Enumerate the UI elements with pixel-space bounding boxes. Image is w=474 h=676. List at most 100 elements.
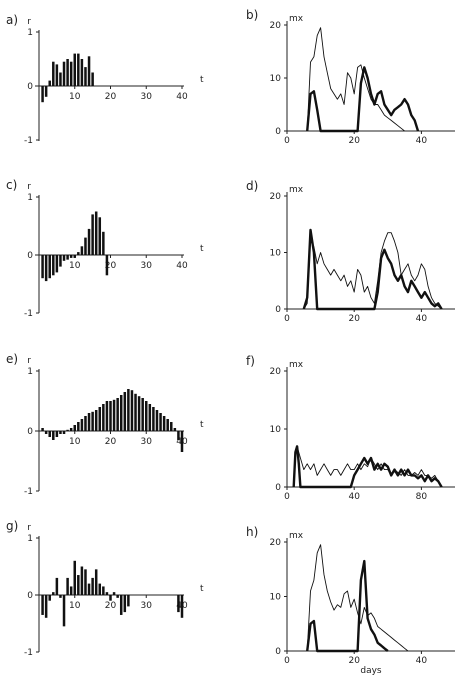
panel-a-xtick-label: 20 [105,92,117,102]
panel-e-bar [152,407,155,431]
panel-b-label: b) [246,8,258,22]
panel-g-bar [91,577,94,595]
panel-a-bar [84,67,87,86]
panel-h-ylabel: mx [289,531,304,541]
panel-c-ytick-label: 0 [27,251,33,261]
panel-d-xtick-label: 20 [348,314,360,324]
panel-c-bar [91,214,94,255]
panel-c-bar [59,255,62,267]
panel-h-series-bold-line [306,559,389,653]
panel-g-bar [109,595,112,601]
panel-f-ytick-label: 0 [275,483,281,493]
panel-e-bar [130,390,134,431]
panel-c-bar [66,255,69,260]
panel-f-xtick-label: 40 [348,492,360,502]
panel-g-bar [123,595,127,613]
panel-d-series-thin-line [303,232,442,310]
panel-e-bar [170,422,173,431]
panel-a-label: a) [6,13,18,27]
panel-d-xtick-label: 0 [284,314,290,324]
panel-e-bar [137,396,141,431]
panel-a-bar [77,53,80,86]
panel-e-bar [91,411,94,431]
panel-d-xtick-label: 40 [416,314,428,324]
panel-c-ylabel: r [27,182,31,192]
panel-d-ylabel: mx [289,185,304,195]
panel-a-bar [62,61,66,86]
panel-c-bar [94,211,98,255]
panel-e-bar [66,429,69,431]
panel-c-bar [105,255,109,276]
panel-c-xtick-label: 10 [69,261,81,271]
panel-a-ytick-label: 1 [27,28,33,38]
panel-a-xlabel: t [200,75,204,85]
panel-d-series-bold-line [302,228,443,311]
panel-g-bar [73,560,77,595]
panel-g-xtick-label: 20 [105,601,117,611]
panel-e-bar [98,407,102,431]
panel-e-bar [59,431,62,434]
panel-e-bar [177,431,180,440]
panel-c-bar [52,255,55,276]
panel-f-xtick-label: 0 [284,492,290,502]
panel-g-bar [77,575,80,595]
panel-e-bar [119,395,123,431]
panel-g-bar [102,586,105,595]
panel-c-bar [55,255,59,273]
panel-e-xtick-label: 10 [69,437,81,447]
panel-h-xtick-label: 20 [348,656,360,666]
panel-a-bar [73,53,77,86]
panel-g-label: g) [6,519,18,533]
panel-c-bar [73,255,77,258]
panel-h-xlabel: days [360,666,382,676]
panel-a-xtick-label: 40 [176,92,188,102]
panel-g-bar [69,586,73,595]
panel-g-bar [87,583,91,595]
panel-e-bar [94,410,98,431]
panel-c-bar [80,246,84,255]
panel-b-ytick-label: 10 [270,74,282,84]
panel-a-bar [41,86,44,103]
panel-a-ylabel: r [27,17,31,27]
panel-h-ytick-label: 10 [270,593,282,603]
panel-e-bar [77,422,80,431]
panel-a-bar [59,72,62,86]
panel-e-bar [102,404,105,431]
panel-g-bar [41,595,44,615]
panel-c-bar [41,255,44,279]
panel-e-xtick-label: 20 [105,437,117,447]
panel-e-bar [148,404,152,431]
panel-e-bar [123,392,127,431]
panel-g-bar [48,595,51,601]
panel-c-ytick-label: 1 [27,193,33,203]
panel-f-xtick-label: 80 [416,492,428,502]
panel-e-xtick-label: 30 [141,437,153,447]
panel-c-bar [44,255,48,282]
panel-a-bar [66,59,69,86]
panel-e-bar [159,413,162,431]
panel-f-series-bold-line [292,445,443,489]
panel-g-bar [116,595,119,598]
panel-g-bar [119,595,123,615]
panel-g-bar [127,595,130,607]
panel-a-bar [55,64,59,86]
panel-g-xlabel: t [200,584,204,594]
panel-c-bar [48,255,51,279]
panel-h-label: h) [246,525,258,539]
panel-e-bar [112,399,116,431]
panel-g-bar [55,577,59,595]
panel-g-ytick-label: 1 [27,534,33,544]
panel-h-xtick-label: 40 [416,656,428,666]
panel-e-bar [80,419,84,431]
panel-g-bar [180,595,184,618]
panel-g-ylabel: r [27,523,31,533]
panel-g-bar [44,595,48,618]
panel-g-bar [177,595,180,613]
panel-e-bar [144,401,148,431]
panel-e-bar [166,419,169,431]
panel-c-xtick-label: 40 [176,261,188,271]
panel-a-xtick-label: 10 [69,92,81,102]
panel-a-bar [80,59,84,86]
panel-g-xtick-label: 10 [69,601,81,611]
